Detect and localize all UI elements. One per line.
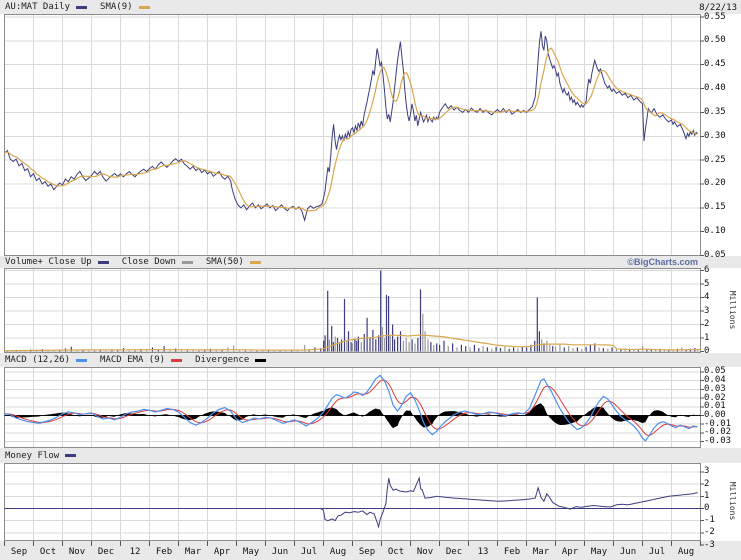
macd-line-swatch (76, 358, 88, 362)
volume-up-swatch (97, 260, 109, 264)
volume-down-swatch (181, 260, 193, 264)
divergence-legend-item: Divergence (195, 355, 279, 365)
sma9-legend-item: SMA(9) (100, 2, 163, 12)
volume-legend-bar: Volume+ Close Up Close Down SMA(50) ©Big… (0, 256, 741, 268)
macd-label: MACD (12,26) (5, 355, 71, 365)
volume-up-legend-item: Volume+ Close Up (5, 257, 122, 267)
price-series-label: AU:MAT Daily (5, 2, 71, 12)
macd-ema-legend-item: MACD EMA (9) (100, 355, 195, 365)
moneyflow-legend-item: Money Flow (5, 451, 89, 461)
divergence-swatch (255, 358, 267, 362)
volume-sma-label: SMA(50) (205, 257, 244, 267)
moneyflow-swatch (65, 454, 77, 457)
macd-legend-item: MACD (12,26) (5, 355, 100, 365)
sma9-series-label: SMA(9) (100, 2, 133, 12)
volume-sma-legend-item: SMA(50) (206, 257, 274, 267)
volume-down-legend-item: Close Down (122, 257, 206, 267)
sma9-line-swatch (138, 5, 150, 9)
bigcharts-watermark: ©BigCharts.com (627, 257, 698, 267)
moneyflow-label: Money Flow (5, 450, 60, 461)
volume-up-label: Volume+ Close Up (5, 257, 92, 267)
macd-legend-bar: MACD (12,26) MACD EMA (9) Divergence (0, 353, 741, 367)
volume-down-label: Close Down (121, 257, 176, 267)
moneyflow-legend-bar: Money Flow (0, 448, 741, 463)
macd-ema-swatch (171, 358, 183, 362)
price-legend-bar: AU:MAT Daily SMA(9) 8/22/13 (0, 0, 741, 14)
chart-date-label: 8/22/13 (699, 3, 737, 13)
price-legend-item: AU:MAT Daily (5, 2, 100, 12)
macd-ema-label: MACD EMA (9) (100, 355, 166, 365)
volume-sma-swatch (249, 260, 261, 264)
divergence-label: Divergence (195, 355, 250, 365)
price-line-swatch (76, 5, 88, 9)
